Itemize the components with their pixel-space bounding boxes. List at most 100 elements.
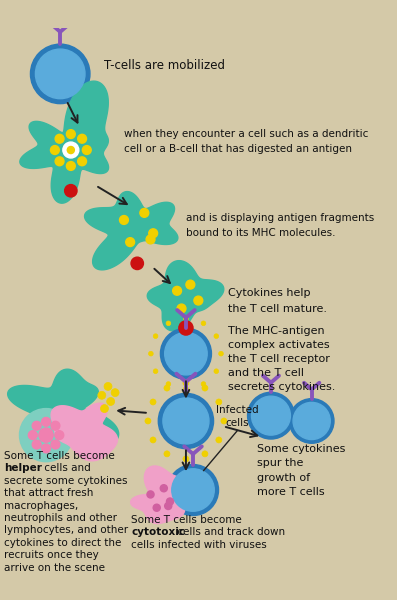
Circle shape [183, 316, 188, 321]
Circle shape [31, 44, 90, 104]
Circle shape [166, 321, 171, 326]
Circle shape [50, 146, 59, 154]
Text: recruits once they: recruits once they [4, 550, 99, 560]
Text: when they encounter a cell such as a dendritic: when they encounter a cell such as a den… [124, 129, 368, 139]
Text: the T cell mature.: the T cell mature. [228, 304, 328, 314]
Circle shape [39, 428, 53, 442]
Circle shape [164, 451, 170, 457]
Circle shape [214, 334, 219, 338]
Circle shape [66, 130, 75, 139]
Text: The MHC-antigen: The MHC-antigen [228, 326, 325, 335]
Text: the T cell receptor: the T cell receptor [228, 354, 330, 364]
Circle shape [126, 238, 135, 247]
Circle shape [119, 215, 128, 224]
Circle shape [145, 418, 151, 424]
Circle shape [163, 398, 209, 444]
Circle shape [201, 382, 206, 386]
Circle shape [78, 134, 87, 143]
Circle shape [248, 392, 294, 439]
Text: spur the: spur the [257, 458, 303, 469]
Circle shape [150, 399, 156, 405]
Text: that attract fresh: that attract fresh [4, 488, 94, 498]
Circle shape [55, 157, 64, 166]
Text: growth of: growth of [257, 473, 310, 482]
Circle shape [65, 185, 77, 197]
Circle shape [153, 369, 158, 374]
Text: lymphocytes, and other: lymphocytes, and other [4, 526, 129, 535]
Circle shape [147, 491, 154, 498]
Text: helper: helper [4, 463, 42, 473]
Circle shape [104, 382, 112, 391]
Circle shape [221, 418, 227, 424]
Circle shape [202, 385, 208, 391]
Text: Some cytokines: Some cytokines [257, 444, 345, 454]
Circle shape [160, 328, 212, 379]
Circle shape [78, 157, 87, 166]
Text: and is displaying antigen fragments: and is displaying antigen fragments [186, 213, 374, 223]
Circle shape [202, 451, 208, 457]
Circle shape [183, 380, 189, 386]
Circle shape [51, 421, 60, 430]
Circle shape [172, 469, 214, 511]
Circle shape [166, 382, 171, 386]
Circle shape [153, 334, 158, 338]
Circle shape [19, 409, 73, 461]
Circle shape [32, 440, 41, 449]
Circle shape [63, 142, 79, 158]
Text: macrophages,: macrophages, [4, 500, 79, 511]
Text: cells infected with viruses: cells infected with viruses [131, 539, 267, 550]
Polygon shape [85, 191, 178, 270]
Text: and the T cell: and the T cell [228, 368, 304, 378]
Text: cells and track down: cells and track down [173, 527, 285, 537]
Circle shape [173, 286, 181, 295]
Circle shape [214, 369, 219, 374]
Circle shape [55, 431, 64, 440]
Text: Some T cells become: Some T cells become [131, 515, 242, 525]
Circle shape [183, 386, 188, 391]
Text: Cytokines help: Cytokines help [228, 289, 311, 298]
Text: more T cells: more T cells [257, 487, 324, 497]
Circle shape [251, 396, 291, 435]
Text: cytokines to direct the: cytokines to direct the [4, 538, 122, 548]
Circle shape [67, 146, 74, 154]
Circle shape [160, 485, 168, 492]
Circle shape [42, 418, 50, 426]
Circle shape [216, 437, 222, 443]
Text: Infected: Infected [216, 406, 258, 415]
Polygon shape [131, 466, 190, 524]
Circle shape [153, 504, 160, 511]
Circle shape [201, 321, 206, 326]
Text: secrete some cytokines: secrete some cytokines [4, 476, 128, 486]
Circle shape [107, 397, 115, 406]
Circle shape [82, 146, 91, 154]
Polygon shape [147, 260, 224, 331]
Text: complex activates: complex activates [228, 340, 330, 350]
Circle shape [165, 332, 207, 375]
Text: cells: cells [225, 418, 249, 428]
Circle shape [165, 502, 172, 509]
Circle shape [293, 403, 330, 440]
Circle shape [28, 431, 37, 440]
Circle shape [186, 280, 195, 289]
Text: neutrophils and other: neutrophils and other [4, 513, 118, 523]
Circle shape [66, 161, 75, 170]
Text: secretes cytokines.: secretes cytokines. [228, 382, 336, 392]
Circle shape [219, 352, 224, 356]
Text: cells and: cells and [41, 463, 91, 473]
Polygon shape [20, 81, 108, 203]
Circle shape [150, 437, 156, 443]
Circle shape [140, 208, 149, 217]
Circle shape [166, 498, 173, 505]
Polygon shape [51, 403, 118, 461]
Circle shape [35, 49, 85, 98]
Circle shape [148, 352, 153, 356]
Circle shape [177, 304, 186, 313]
Circle shape [164, 385, 170, 391]
Circle shape [100, 404, 108, 413]
Circle shape [98, 391, 106, 399]
Circle shape [158, 394, 214, 449]
Circle shape [32, 421, 41, 430]
Circle shape [55, 134, 64, 143]
Text: T-cells are mobilized: T-cells are mobilized [104, 59, 225, 71]
Text: cell or a B-cell that has digested an antigen: cell or a B-cell that has digested an an… [124, 144, 352, 154]
